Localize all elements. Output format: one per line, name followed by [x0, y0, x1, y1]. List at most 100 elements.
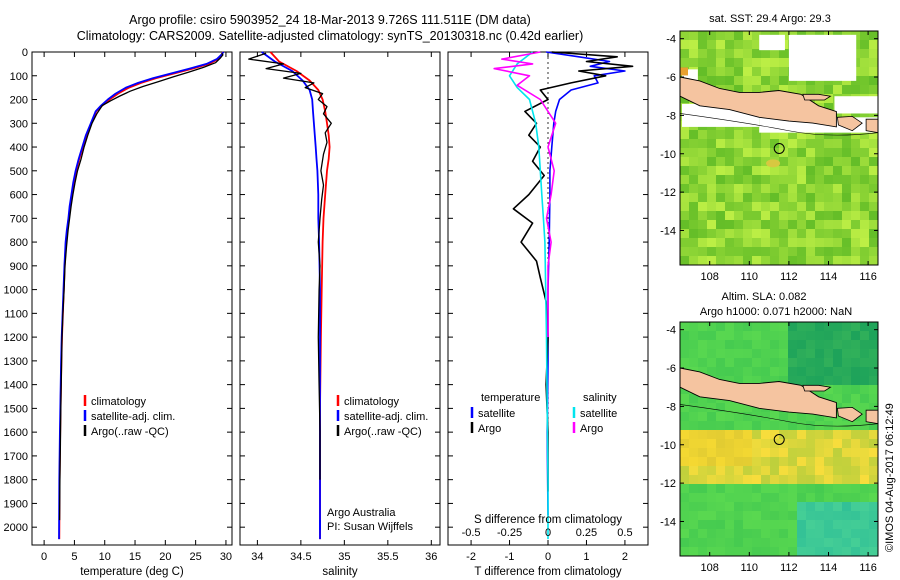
map-cell [797, 184, 806, 193]
map-cell [869, 466, 878, 475]
x-tick-label: 10 [99, 551, 111, 563]
map-cell [824, 394, 833, 403]
map-cell [860, 538, 869, 547]
map-cell [788, 166, 797, 175]
map-cell [689, 193, 698, 202]
map-cell [770, 340, 779, 349]
y-tick-label: -10 [660, 440, 676, 452]
map-cell [743, 403, 752, 412]
map-cell [788, 331, 797, 340]
map-cell [752, 148, 761, 157]
map-cell [851, 349, 860, 358]
map-cell [752, 439, 761, 448]
map-cell [707, 547, 716, 556]
top-tick-label: -0.25 [497, 527, 522, 539]
map-cell [752, 175, 761, 184]
map-cell [743, 256, 752, 265]
map-cell [815, 502, 824, 511]
map-cell [734, 166, 743, 175]
map-cell [806, 412, 815, 421]
map-cell [860, 430, 869, 439]
map-cell [734, 322, 743, 331]
map-cell [797, 529, 806, 538]
legend-label: Argo(..raw -QC) [91, 426, 169, 438]
map-cell [707, 58, 716, 67]
y-tick-label: -6 [666, 72, 676, 84]
map-cell [860, 493, 869, 502]
map-cell [797, 475, 806, 484]
map-cell [788, 193, 797, 202]
map-cell [734, 247, 743, 256]
map-cell [734, 484, 743, 493]
map-cell [725, 547, 734, 556]
map-cell [725, 220, 734, 229]
map-cell [680, 238, 689, 247]
map-cell [725, 376, 734, 385]
map-cell [743, 49, 752, 58]
map-cell [761, 457, 770, 466]
map-cell [689, 493, 698, 502]
map-cell [689, 439, 698, 448]
map-cell [770, 322, 779, 331]
map-cell [761, 475, 770, 484]
map-cell [716, 202, 725, 211]
map-cell [779, 85, 788, 94]
map-cell [869, 385, 878, 394]
map-cell [680, 49, 689, 58]
map-cell [752, 49, 761, 58]
map-cell [815, 331, 824, 340]
map-cell [806, 511, 815, 520]
map-cell [707, 211, 716, 220]
map-cell [716, 511, 725, 520]
y-tick-label: 1100 [4, 308, 28, 320]
map-cell [806, 349, 815, 358]
map-cell [734, 211, 743, 220]
map-cell [842, 256, 851, 265]
map-cell [689, 529, 698, 538]
map-cell [761, 202, 770, 211]
map-cell [779, 256, 788, 265]
map-cell [734, 403, 743, 412]
map-cell [707, 466, 716, 475]
map-cell [734, 31, 743, 40]
map-cell [734, 511, 743, 520]
y-tick-label: 300 [10, 118, 28, 130]
y-tick-label: 1400 [4, 380, 28, 392]
map-cell [707, 538, 716, 547]
y-tick-label: -14 [660, 516, 676, 528]
map-cell [689, 421, 698, 430]
map-cell [680, 229, 689, 238]
map-cell [770, 211, 779, 220]
map-cell [851, 220, 860, 229]
map-cell [761, 349, 770, 358]
map-cell [824, 367, 833, 376]
map-cell [761, 139, 770, 148]
map-cell [743, 175, 752, 184]
map-cell [734, 184, 743, 193]
map-cell [689, 211, 698, 220]
map-cell [869, 184, 878, 193]
x-axis-label: salinity [322, 566, 357, 578]
madura-island [802, 93, 832, 101]
map-cell [698, 466, 707, 475]
map-cell [824, 256, 833, 265]
map-cell [824, 511, 833, 520]
map-cell [869, 475, 878, 484]
map-cell [779, 421, 788, 430]
map-cell [698, 247, 707, 256]
map-cell [869, 322, 878, 331]
map-cell [815, 256, 824, 265]
map-cell [680, 220, 689, 229]
map-cell [689, 139, 698, 148]
map-cell [869, 193, 878, 202]
map-cell [734, 502, 743, 511]
map-cell [761, 448, 770, 457]
map-cell [698, 493, 707, 502]
map-cell [851, 139, 860, 148]
map-cell [716, 538, 725, 547]
map-cell [842, 331, 851, 340]
y-tick-label: 1500 [4, 403, 28, 415]
y-tick-label: 1600 [4, 427, 28, 439]
map-cell [842, 385, 851, 394]
map-cell [716, 229, 725, 238]
